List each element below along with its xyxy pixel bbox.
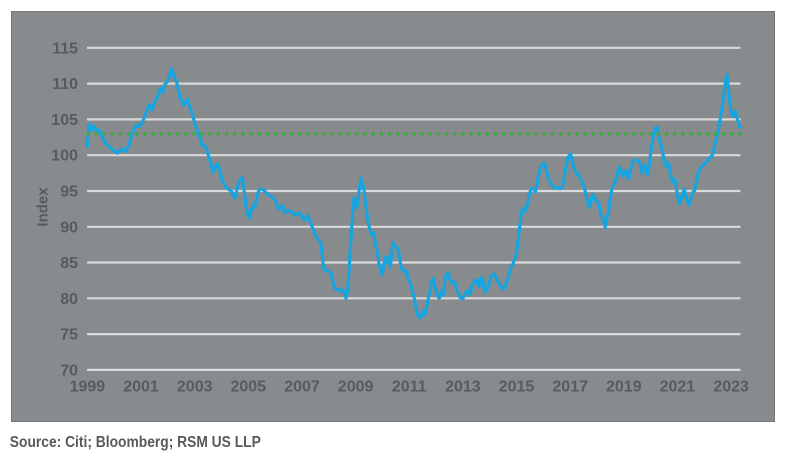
svg-text:Index: Index bbox=[35, 187, 52, 227]
svg-text:80: 80 bbox=[60, 291, 78, 308]
svg-text:Source: Citi; Bloomberg; RSM U: Source: Citi; Bloomberg; RSM US LLP bbox=[10, 434, 261, 451]
svg-text:105: 105 bbox=[51, 112, 78, 129]
svg-text:100: 100 bbox=[51, 148, 78, 165]
svg-text:85: 85 bbox=[60, 255, 78, 272]
svg-text:2005: 2005 bbox=[231, 379, 267, 396]
svg-text:2001: 2001 bbox=[123, 379, 159, 396]
svg-text:2017: 2017 bbox=[552, 379, 588, 396]
svg-text:75: 75 bbox=[60, 327, 78, 344]
svg-text:2023: 2023 bbox=[713, 379, 749, 396]
svg-text:90: 90 bbox=[60, 219, 78, 236]
svg-text:2015: 2015 bbox=[499, 379, 535, 396]
svg-text:70: 70 bbox=[60, 362, 78, 379]
svg-text:110: 110 bbox=[52, 76, 78, 93]
svg-text:95: 95 bbox=[60, 184, 78, 201]
svg-text:2013: 2013 bbox=[445, 379, 481, 396]
svg-text:2019: 2019 bbox=[606, 379, 642, 396]
svg-text:1999: 1999 bbox=[70, 379, 106, 396]
svg-text:2003: 2003 bbox=[177, 379, 213, 396]
svg-text:115: 115 bbox=[52, 40, 78, 57]
svg-text:2009: 2009 bbox=[338, 379, 374, 396]
svg-text:2007: 2007 bbox=[284, 379, 320, 396]
svg-text:2011: 2011 bbox=[392, 379, 427, 396]
svg-text:2021: 2021 bbox=[660, 379, 696, 396]
